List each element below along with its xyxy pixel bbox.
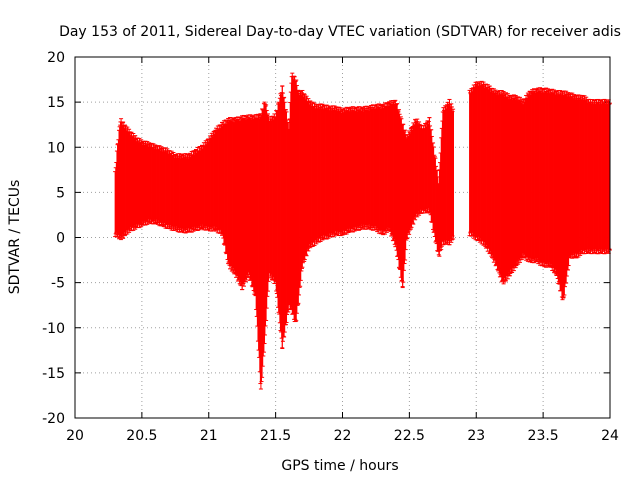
y-tick-label: -5 xyxy=(51,276,65,292)
y-tick-label: -10 xyxy=(42,321,65,337)
y-tick-label: -20 xyxy=(42,411,65,427)
y-tick-label: 10 xyxy=(47,140,65,156)
y-tick-label: 15 xyxy=(47,95,65,111)
x-tick-label: 23 xyxy=(467,428,485,444)
x-axis: 20 20.5 21 21.5 22 22.5 23 23.5 24 xyxy=(66,57,619,444)
plot-frame xyxy=(74,56,611,419)
x-axis-label: GPS time / hours xyxy=(281,458,398,474)
y-axis: -20 -15 -10 -5 0 5 10 15 20 xyxy=(42,50,610,427)
x-tick-label: 22.5 xyxy=(394,428,425,444)
y-tick-label: 5 xyxy=(56,185,65,201)
x-tick-label: 20 xyxy=(66,428,84,444)
x-tick-label: 22 xyxy=(334,428,352,444)
y-axis-label: SDTVAR / TECUs xyxy=(7,180,23,295)
y-tick-label: -15 xyxy=(42,366,65,382)
x-tick-label: 21 xyxy=(200,428,218,444)
x-tick-label: 23.5 xyxy=(528,428,559,444)
x-tick-label: 20.5 xyxy=(126,428,157,444)
chart-title: Day 153 of 2011, Sidereal Day-to-day VTE… xyxy=(59,24,621,40)
y-tick-label: 0 xyxy=(56,231,65,247)
x-tick-label: 21.5 xyxy=(260,428,291,444)
x-tick-label: 24 xyxy=(601,428,619,444)
error-bars xyxy=(113,72,612,390)
y-tick-label: 20 xyxy=(47,50,65,66)
